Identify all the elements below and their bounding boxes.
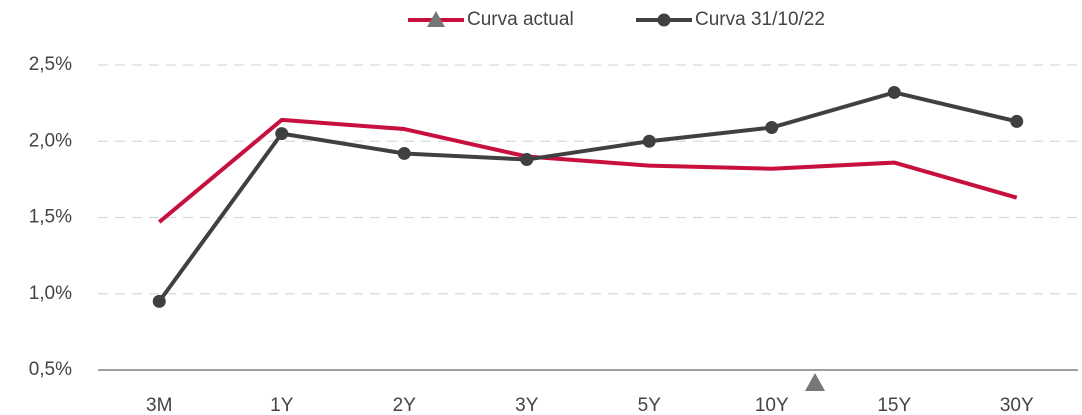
- y-tick-label: 1,0%: [29, 283, 72, 304]
- x-tick-label: 30Y: [1000, 395, 1034, 415]
- legend-label: Curva actual: [467, 9, 574, 30]
- point: [275, 127, 289, 141]
- point: [152, 294, 166, 308]
- legend-label: Curva 31/10/22: [695, 9, 825, 30]
- point: [887, 85, 901, 99]
- stray-marker: [805, 373, 825, 391]
- y-tick-label: 2,0%: [29, 130, 72, 151]
- x-tick-label: 3M: [146, 395, 172, 415]
- point: [765, 121, 779, 135]
- point: [520, 153, 534, 167]
- y-tick-label: 1,5%: [29, 207, 72, 228]
- x-tick-label: 10Y: [755, 395, 789, 415]
- x-tick-label: 5Y: [638, 395, 662, 415]
- y-tick-label: 0,5%: [29, 359, 72, 380]
- point: [1010, 114, 1024, 128]
- point: [642, 134, 656, 148]
- legend-marker: [657, 13, 671, 27]
- x-tick-label: 1Y: [270, 395, 294, 415]
- y-tick-label: 2,5%: [29, 54, 72, 75]
- series-line: [157, 90, 1018, 303]
- x-tick-label: 15Y: [877, 395, 911, 415]
- point: [397, 146, 411, 160]
- x-tick-label: 2Y: [393, 395, 417, 415]
- legend-marker: [427, 11, 445, 27]
- x-tick-label: 3Y: [515, 395, 539, 415]
- series-line: [157, 117, 1018, 224]
